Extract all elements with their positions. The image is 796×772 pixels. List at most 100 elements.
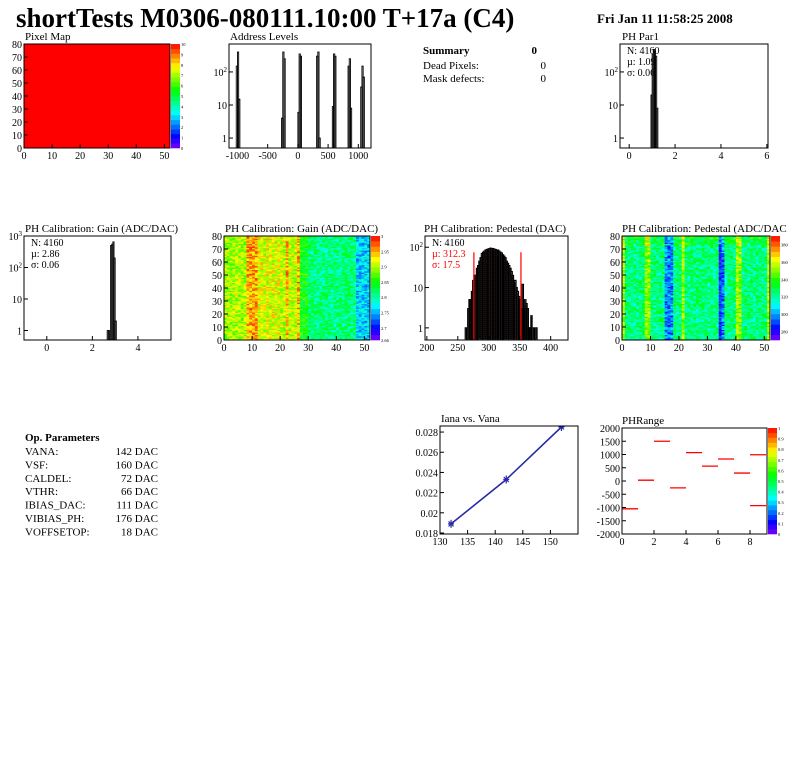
heatmap-cell: [622, 277, 626, 280]
heatmap-cell: [249, 293, 253, 295]
heatmap-cell: [350, 250, 354, 252]
heatmap-cell: [260, 247, 264, 250]
heatmap-cell: [240, 314, 244, 316]
heatmap-cell: [268, 237, 273, 239]
heatmap-cell: [235, 288, 239, 290]
heatmap-cell: [313, 250, 317, 252]
heatmap-cell: [224, 276, 228, 278]
heatmap-cell: [347, 238, 351, 241]
heatmap-cell: [622, 236, 626, 238]
heatmap-cell: [288, 256, 292, 259]
heatmap-cell: [229, 294, 233, 297]
heatmap-cell: [297, 246, 301, 248]
heatmap-cell: [319, 317, 323, 320]
heatmap-cell: [341, 269, 346, 272]
heatmap-cell: [288, 285, 292, 287]
heatmap-cell: [316, 295, 320, 298]
heatmap-cell: [622, 334, 626, 337]
heatmap-cell: [282, 276, 287, 278]
heatmap-cell: [305, 251, 309, 254]
heatmap-cell: [627, 271, 631, 273]
heatmap-cell: [330, 245, 334, 247]
heatmap-cell: [238, 317, 242, 320]
heatmap-cell: [322, 252, 326, 255]
heatmap-cell: [353, 312, 357, 315]
heatmap-cell: [305, 302, 309, 304]
heatmap-cell: [268, 301, 273, 303]
heatmap-cell: [268, 298, 273, 300]
heatmap-cell: [246, 278, 250, 281]
heatmap-cell: [630, 338, 634, 340]
heatmap-cell: [630, 337, 634, 339]
heatmap-cell: [249, 314, 253, 316]
heatmap-cell: [282, 311, 287, 313]
heatmap-cell: [361, 330, 365, 333]
heatmap-cell: [246, 251, 250, 254]
heatmap-cell: [235, 286, 239, 289]
heatmap-cell: [364, 239, 368, 242]
heatmap-cell: [316, 273, 320, 276]
heatmap-cell: [260, 307, 264, 310]
colorbar-swatch: [171, 48, 180, 54]
heatmap-cell: [243, 317, 247, 320]
heatmap-cell: [358, 241, 362, 243]
heatmap-cell: [263, 243, 267, 246]
colorbar-swatch: [171, 58, 180, 64]
heatmap-cell: [232, 295, 236, 298]
heatmap-cell: [364, 276, 368, 278]
heatmap-cell: [347, 289, 351, 291]
heatmap-cell: [246, 319, 250, 321]
canvas-date: Fri Jan 11 11:58:25 2008: [597, 11, 733, 26]
heatmap-cell: [364, 321, 368, 324]
heatmap-cell: [288, 284, 292, 286]
heatmap-cell: [639, 311, 643, 313]
heatmap-cell: [325, 262, 329, 264]
heatmap-cell: [367, 258, 370, 260]
heatmap-cell: [624, 249, 628, 251]
heatmap-cell: [364, 285, 368, 287]
heatmap-cell: [327, 243, 331, 246]
heatmap-cell: [353, 324, 357, 326]
heatmap-cell: [266, 241, 270, 243]
heatmap-cell: [285, 323, 289, 325]
heatmap-cell: [285, 241, 289, 243]
x-tick-label: 4: [718, 151, 723, 162]
heatmap-cell: [285, 245, 289, 247]
heatmap-cell: [319, 255, 323, 258]
heatmap-cell: [232, 243, 236, 246]
heatmap-cell: [344, 295, 348, 298]
heatmap-cell: [322, 312, 326, 315]
heatmap-cell: [240, 297, 244, 299]
heatmap-cell: [311, 310, 315, 312]
heatmap-cell: [238, 289, 242, 291]
heatmap-cell: [268, 255, 273, 258]
heatmap-cell: [282, 325, 287, 328]
heatmap-cell: [240, 302, 244, 304]
heatmap-cell: [254, 330, 258, 333]
heatmap-cell: [257, 334, 261, 337]
heatmap-cell: [297, 277, 301, 280]
heatmap-cell: [322, 291, 326, 294]
heatmap-cell: [355, 241, 360, 243]
heatmap-cell: [254, 317, 258, 320]
heatmap-cell: [336, 267, 340, 269]
heatmap-cell: [322, 321, 326, 324]
heatmap-cell: [341, 246, 346, 248]
heatmap-cell: [322, 311, 326, 313]
heatmap-cell: [268, 295, 273, 298]
heatmap-cell: [238, 247, 242, 250]
heatmap-cell: [350, 333, 354, 336]
heatmap-cell: [260, 246, 264, 248]
heatmap-cell: [355, 255, 360, 258]
heatmap-cell: [263, 282, 267, 285]
heatmap-cell: [224, 327, 228, 329]
heatmap-cell: [238, 325, 242, 328]
heatmap-cell: [252, 315, 256, 317]
heatmap-cell: [297, 337, 301, 339]
heatmap-cell: [240, 323, 244, 325]
heatmap-cell: [271, 306, 275, 308]
heatmap-cell: [325, 337, 329, 339]
heatmap-cell: [316, 327, 320, 329]
heatmap-cell: [636, 278, 640, 281]
heatmap-cell: [327, 250, 331, 252]
